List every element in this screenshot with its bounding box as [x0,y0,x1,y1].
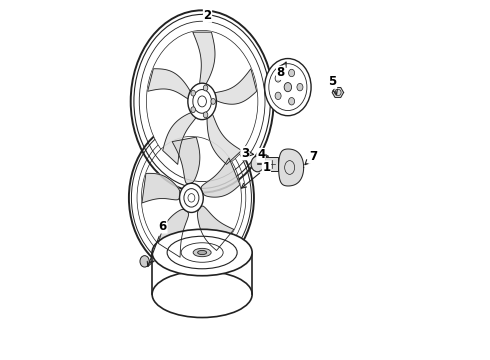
Ellipse shape [188,194,195,202]
Ellipse shape [203,85,208,91]
Ellipse shape [297,84,303,91]
Ellipse shape [184,189,199,207]
Ellipse shape [191,90,196,96]
Ellipse shape [251,156,264,172]
Ellipse shape [198,96,206,107]
Text: 2: 2 [203,9,212,22]
Text: 8: 8 [276,62,286,79]
Ellipse shape [179,183,203,212]
Ellipse shape [140,256,149,267]
Ellipse shape [275,92,281,100]
Text: 1: 1 [242,161,270,188]
Ellipse shape [275,75,281,82]
Ellipse shape [197,251,207,255]
Ellipse shape [147,30,258,172]
Polygon shape [152,252,252,294]
Ellipse shape [188,83,217,120]
Polygon shape [332,87,343,98]
Ellipse shape [152,229,252,276]
Polygon shape [163,112,196,165]
Ellipse shape [265,59,311,116]
Polygon shape [213,69,257,104]
Text: 5: 5 [328,75,338,94]
Ellipse shape [284,82,292,92]
Ellipse shape [289,69,294,77]
Ellipse shape [211,99,216,104]
Polygon shape [172,137,200,184]
Ellipse shape [152,271,252,318]
Text: 7: 7 [305,150,317,165]
Text: 4: 4 [257,148,269,162]
Polygon shape [193,32,215,86]
Polygon shape [279,149,304,186]
Polygon shape [201,158,240,197]
Ellipse shape [203,112,208,118]
Ellipse shape [193,90,211,113]
Polygon shape [147,69,191,99]
Ellipse shape [129,121,254,275]
Polygon shape [197,206,234,251]
Ellipse shape [191,107,196,113]
FancyBboxPatch shape [266,157,278,171]
Ellipse shape [193,248,211,257]
Polygon shape [142,174,180,203]
Text: 3: 3 [241,147,253,160]
Polygon shape [158,210,189,257]
Polygon shape [207,112,242,165]
Text: 6: 6 [147,220,167,266]
Ellipse shape [289,98,294,105]
Ellipse shape [142,136,242,259]
